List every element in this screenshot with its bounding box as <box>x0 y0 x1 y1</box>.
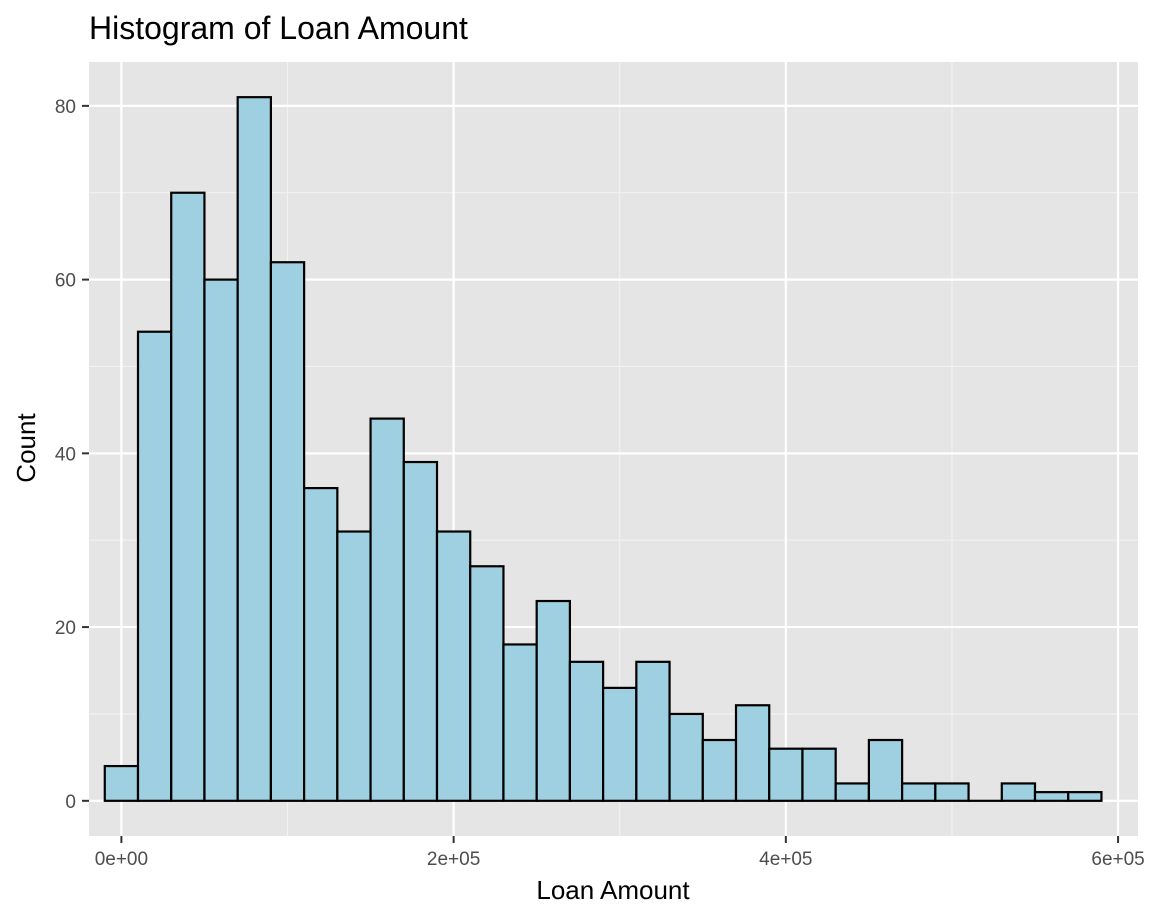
histogram-bar <box>734 704 771 802</box>
histogram-bar <box>435 530 472 802</box>
histogram-bar <box>535 599 571 802</box>
histogram-bar <box>1067 791 1103 802</box>
x-tick-label: 2e+05 <box>427 849 480 870</box>
x-axis-title: Loan Amount <box>536 875 690 905</box>
histogram-bar <box>635 660 671 802</box>
histogram-bar <box>336 530 372 802</box>
histogram-bar <box>602 686 638 802</box>
histogram-bar <box>502 643 538 802</box>
histogram-bar <box>1000 782 1037 802</box>
chart-title: Histogram of Loan Amount <box>89 10 468 46</box>
x-tick-label: 6e+05 <box>1091 849 1144 870</box>
histogram-bar <box>568 660 605 802</box>
histogram-bar <box>170 191 206 802</box>
y-tick-label: 80 <box>55 97 76 118</box>
histogram-bar <box>269 261 306 802</box>
histogram-bar <box>103 764 140 802</box>
y-tick-label: 20 <box>55 618 76 639</box>
histogram-bar <box>136 330 173 802</box>
histogram-bar <box>469 565 505 802</box>
x-tick-label: 0e+00 <box>95 849 148 870</box>
histogram-bar <box>369 417 405 802</box>
histogram-bar <box>1033 791 1070 802</box>
histogram-bar <box>303 486 339 802</box>
histogram-bar <box>203 278 239 802</box>
x-tick-label: 4e+05 <box>759 849 812 870</box>
histogram-bar <box>402 460 439 802</box>
x-axis: 0e+00 2e+05 4e+05 6e+05 <box>95 836 1145 870</box>
y-tick-label: 40 <box>55 444 76 465</box>
histogram-bar <box>801 747 837 802</box>
histogram-bar <box>834 782 870 802</box>
histogram-bar <box>701 738 738 802</box>
y-axis-title: Count <box>11 413 41 483</box>
y-tick-label: 0 <box>65 792 76 813</box>
histogram-bar <box>901 782 937 802</box>
histogram-bar <box>867 738 904 802</box>
y-axis: 0 20 40 60 80 <box>55 97 89 813</box>
histogram-bar <box>934 782 970 802</box>
histogram-bar <box>768 747 804 802</box>
histogram-bar <box>668 712 704 802</box>
histogram-bar <box>236 96 272 802</box>
y-tick-label: 60 <box>55 271 76 292</box>
histogram-bars <box>103 96 1103 802</box>
